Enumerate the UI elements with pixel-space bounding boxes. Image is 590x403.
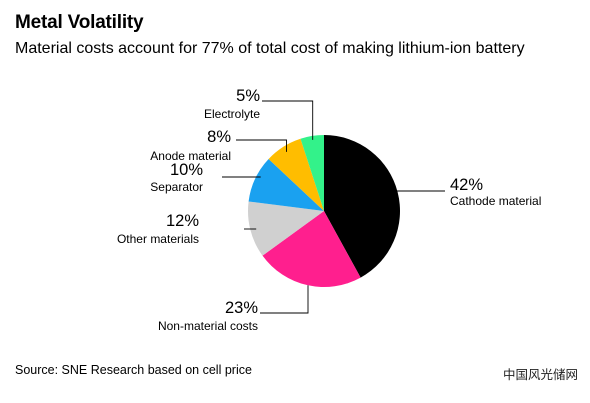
- category-label-other-materials: Other materials: [117, 232, 199, 246]
- chart-subtitle: Material costs account for 77% of total …: [15, 40, 525, 57]
- data-label-separator: 10%: [170, 161, 203, 179]
- leader-line-electrolyte: [262, 100, 314, 140]
- category-label-anode-material: Anode material: [150, 149, 231, 163]
- pie-slice-other-materials: [247, 201, 324, 256]
- chart-title: Metal Volatility: [15, 12, 144, 33]
- watermark: 中国风光储网: [502, 367, 578, 382]
- source-note: Source: SNE Research based on cell price: [15, 363, 252, 377]
- leader-line-anode-material: [236, 139, 287, 152]
- pie-slice-non-material-costs: [262, 211, 361, 288]
- category-label-separator: Separator: [150, 180, 203, 194]
- leader-line-non-material-costs: [260, 285, 309, 314]
- pie-slice-cathode-material: [324, 135, 400, 278]
- pie-slice-separator: [248, 158, 324, 211]
- category-label-cathode-material: Cathode material: [450, 194, 541, 208]
- data-label-non-material-costs: 23%: [225, 299, 258, 317]
- data-label-cathode-material: 42%: [450, 176, 483, 194]
- data-label-anode-material: 8%: [207, 128, 231, 146]
- data-label-other-materials: 12%: [166, 212, 199, 230]
- pie-slice-electrolyte: [300, 135, 324, 211]
- category-label-non-material-costs: Non-material costs: [158, 319, 258, 333]
- pie-slice-anode-material: [268, 138, 324, 211]
- category-label-electrolyte: Electrolyte: [204, 107, 260, 121]
- data-label-electrolyte: 5%: [236, 87, 260, 105]
